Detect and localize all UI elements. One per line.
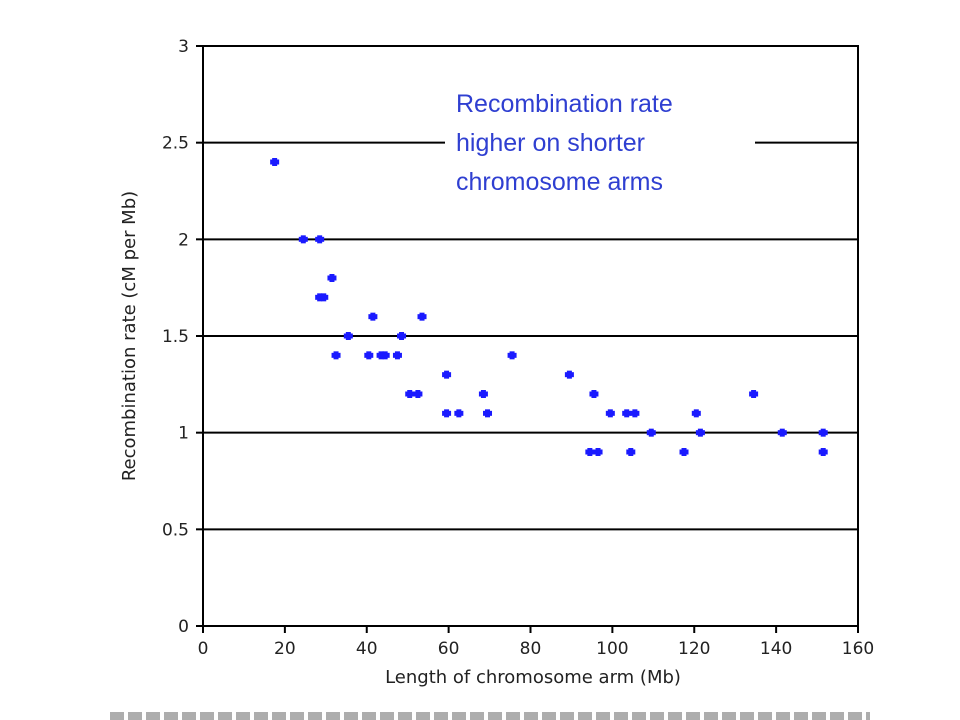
y-tick-label: 2 (178, 230, 189, 250)
data-point-core (317, 235, 323, 244)
data-point-core (444, 409, 450, 418)
y-tick-label: 0 (178, 617, 189, 637)
y-tick-label: 0.5 (162, 520, 189, 540)
data-point-core (485, 409, 491, 418)
data-point-core (300, 235, 306, 244)
data-points (270, 158, 828, 456)
data-point-core (751, 390, 757, 398)
x-tick-label: 0 (198, 639, 209, 659)
x-tick-label: 160 (842, 639, 874, 659)
data-point-core (509, 351, 515, 360)
y-tick-label: 1 (178, 424, 189, 444)
data-point-core (394, 351, 400, 360)
x-axis-title: Length of chromosome arm (Mb) (385, 667, 681, 688)
x-tick-label: 100 (596, 639, 628, 659)
annotation-line-2: higher on shorter (456, 129, 645, 157)
x-tick-label: 20 (274, 639, 296, 659)
data-point-core (624, 409, 630, 418)
data-point-core (329, 274, 335, 282)
figure-caption-cropped (110, 712, 870, 720)
x-tick-label: 120 (678, 639, 710, 659)
data-point-core (587, 448, 593, 456)
data-point-core (444, 370, 450, 379)
y-axis-title: Recombination rate (cM per Mb) (119, 191, 140, 481)
data-point-core (382, 351, 388, 360)
data-point-core (820, 448, 826, 456)
data-point-core (407, 390, 413, 398)
data-point-core (480, 390, 486, 398)
data-point-core (681, 448, 687, 456)
data-point-core (693, 409, 699, 418)
data-point-core (648, 428, 654, 437)
x-tick-label: 40 (356, 639, 378, 659)
data-point-core (321, 293, 327, 302)
data-point-core (607, 409, 613, 418)
data-point-core (366, 351, 372, 360)
x-tick-label: 80 (520, 639, 542, 659)
y-tick-labels: 0 0.5 1 1.5 2 2.5 3 (162, 37, 203, 637)
data-point-core (415, 390, 421, 398)
data-point-core (697, 428, 703, 437)
data-point-core (779, 428, 785, 437)
data-point-core (591, 390, 597, 398)
data-point-core (345, 332, 351, 340)
data-point-core (820, 428, 826, 437)
data-point-core (272, 158, 278, 166)
data-point-core (632, 409, 638, 418)
x-tick-label: 60 (438, 639, 460, 659)
data-point-core (333, 351, 339, 360)
y-tick-label: 2.5 (162, 134, 189, 154)
x-tick-labels: 0 20 40 60 80 100 120 140 160 (198, 626, 874, 659)
data-point-core (419, 312, 425, 321)
x-tick-label: 140 (760, 639, 792, 659)
annotation-line-3: chromosome arms (456, 168, 663, 196)
data-point-core (456, 409, 462, 418)
data-point-core (399, 332, 405, 340)
annotation-background (445, 84, 755, 204)
annotation-line-1: Recombination rate (456, 90, 673, 118)
data-point-core (628, 448, 634, 456)
data-point-core (566, 370, 572, 379)
y-tick-label: 3 (178, 37, 189, 57)
data-point-core (595, 448, 601, 456)
data-point-core (370, 312, 376, 321)
y-tick-label: 1.5 (162, 327, 189, 347)
